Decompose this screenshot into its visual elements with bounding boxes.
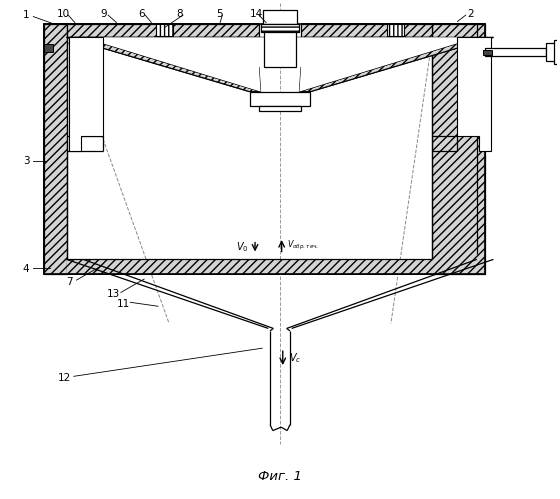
Polygon shape	[458, 37, 491, 151]
Text: 10: 10	[57, 8, 71, 18]
Text: 6: 6	[138, 8, 144, 18]
Polygon shape	[300, 37, 477, 92]
Polygon shape	[259, 106, 301, 111]
Polygon shape	[83, 37, 260, 92]
Text: 8: 8	[176, 8, 183, 18]
Polygon shape	[260, 23, 300, 32]
Polygon shape	[432, 23, 485, 274]
Text: 9: 9	[100, 8, 107, 18]
Polygon shape	[264, 32, 296, 67]
Text: 4: 4	[23, 264, 29, 274]
Text: 5: 5	[216, 8, 222, 18]
Polygon shape	[250, 92, 310, 106]
Text: 12: 12	[58, 373, 72, 383]
Polygon shape	[44, 23, 485, 274]
Polygon shape	[67, 259, 463, 274]
Text: $V_c$: $V_c$	[290, 351, 302, 365]
Text: 14: 14	[250, 8, 263, 18]
Polygon shape	[156, 23, 173, 36]
Polygon shape	[554, 40, 560, 64]
Polygon shape	[83, 37, 477, 92]
Polygon shape	[483, 50, 492, 54]
Text: 13: 13	[107, 289, 120, 299]
Polygon shape	[546, 43, 557, 61]
Polygon shape	[387, 23, 404, 36]
Polygon shape	[69, 37, 102, 151]
Polygon shape	[485, 48, 546, 56]
Text: $V_{обр.теч.}$: $V_{обр.теч.}$	[287, 239, 319, 252]
Polygon shape	[44, 23, 485, 274]
Text: 7: 7	[66, 276, 73, 286]
Polygon shape	[44, 44, 53, 52]
Text: 11: 11	[117, 299, 130, 309]
Text: Фиг. 1: Фиг. 1	[258, 470, 302, 483]
Polygon shape	[67, 37, 260, 92]
Text: 1: 1	[23, 10, 29, 20]
Polygon shape	[259, 18, 301, 37]
Polygon shape	[263, 10, 297, 23]
Text: 2: 2	[467, 8, 474, 18]
Text: 3: 3	[23, 156, 29, 166]
Polygon shape	[44, 23, 67, 274]
Polygon shape	[300, 37, 493, 92]
Text: $V_0$: $V_0$	[236, 240, 249, 254]
Polygon shape	[67, 37, 432, 259]
Polygon shape	[67, 23, 432, 37]
